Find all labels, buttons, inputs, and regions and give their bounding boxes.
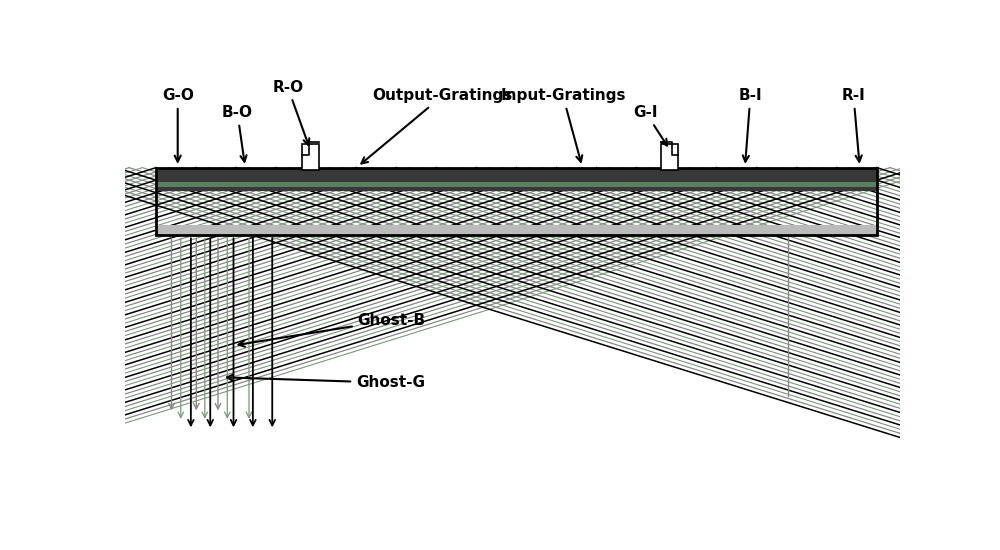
Text: Input-Gratings: Input-Gratings [500, 88, 626, 162]
Bar [156, 168, 877, 235]
Text: Ghost-G: Ghost-G [227, 375, 425, 390]
Text: R-I: R-I [842, 88, 865, 162]
Bar [302, 144, 319, 170]
Text: G-I: G-I [634, 105, 667, 146]
Text: Output-Gratings: Output-Gratings [361, 88, 513, 163]
Text: B-I: B-I [739, 88, 762, 162]
Bar [156, 225, 877, 235]
Bar [156, 168, 877, 191]
Text: G-O: G-O [162, 88, 194, 162]
Bar [156, 183, 877, 188]
Bar [156, 168, 877, 235]
Bar [661, 144, 678, 170]
Text: B-O: B-O [222, 105, 253, 162]
Text: R-O: R-O [272, 80, 309, 145]
Text: Ghost-B: Ghost-B [239, 312, 426, 346]
